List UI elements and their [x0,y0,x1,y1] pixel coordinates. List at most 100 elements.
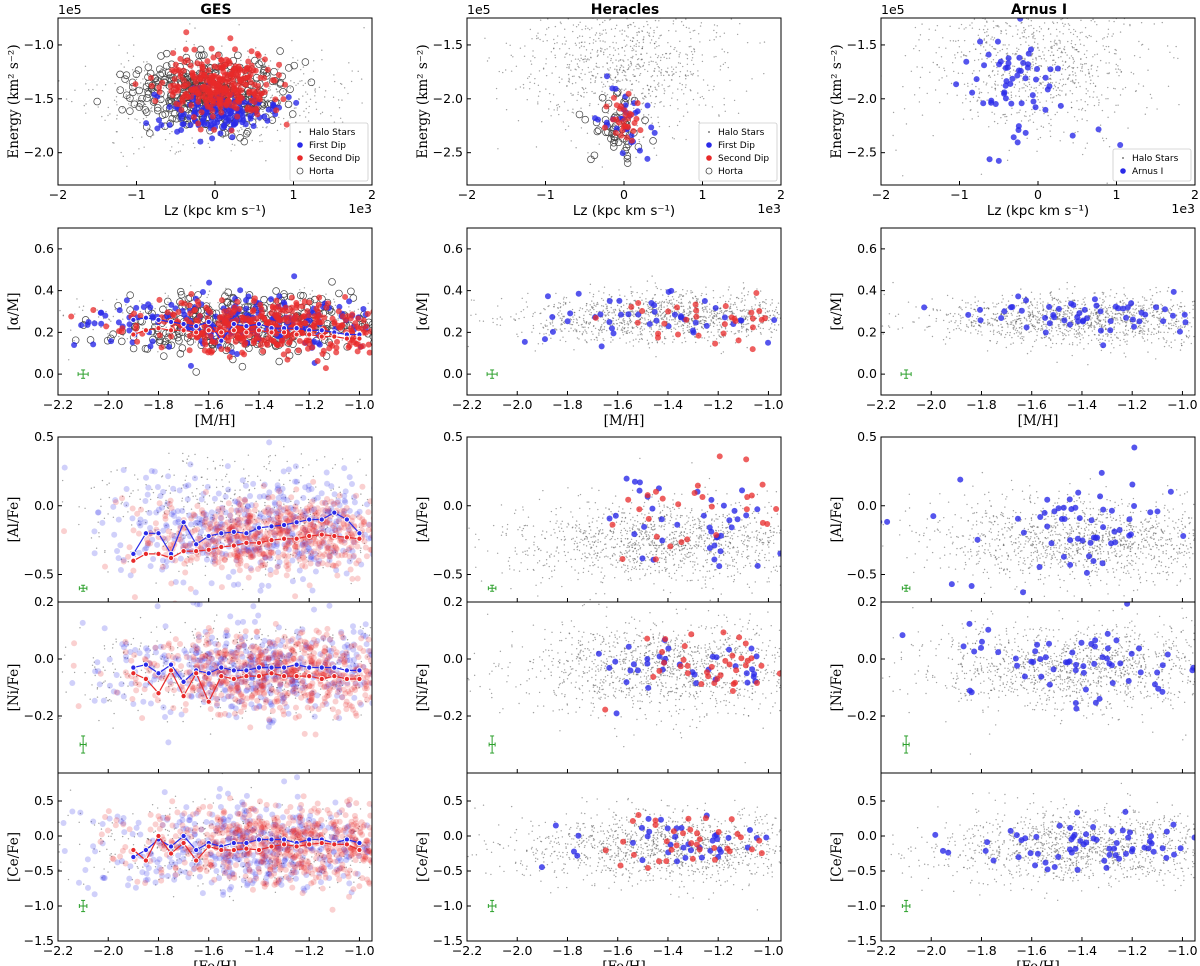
point-halo-0-12 [604,49,606,51]
point-halo-0-835 [568,79,571,81]
point-halo-0-363 [1073,28,1075,31]
point-halo-0-158 [209,302,211,304]
point-second-3-145 [364,310,371,317]
point-halo-0-272 [679,70,682,73]
point-halo-0-594 [590,71,592,73]
point-halo-0-82 [690,45,692,48]
point-halo-0-556 [231,143,234,146]
point-halo-0-300 [1050,93,1052,96]
point-halo-0-152 [999,1,1000,2]
legend-entry: Horta [309,167,334,177]
point-halo-0-114 [1048,78,1050,81]
point-halo-0-185 [632,74,634,76]
point-second-3-265 [198,71,205,78]
point-second-3-108 [172,61,179,68]
point-halo-0-782 [1139,56,1141,59]
point-halo-0-621 [1029,89,1031,91]
point-halo-0-20 [663,92,665,95]
point-second-3-177 [218,297,225,304]
point-halo-0-64 [686,57,689,60]
point-halo-0-625 [715,32,718,34]
point-halo-0-234 [1072,58,1075,60]
point-halo-0-708 [1111,2,1112,3]
point-horta-1-363 [288,110,297,118]
point-first-2-138 [156,117,163,124]
point-halo-0-423 [0,324,1,325]
point-halo-0-670 [654,102,656,105]
point-halo-0-37 [20,282,21,283]
point-second-3-42 [386,320,392,326]
x-axis-label: Lz (kpc km s⁻¹) [164,203,266,219]
point-halo-0-86 [276,129,279,132]
point-halo-0-284 [1064,23,1066,26]
point-halo-0-619 [926,2,927,3]
point-second-3-222 [365,341,372,348]
point-halo-0-711 [1080,19,1082,22]
point-first-1-51 [980,100,987,107]
point-first-2-52 [209,135,216,142]
point-halo-0-244 [162,87,165,89]
point-halo-0-310 [151,303,153,305]
point-halo-0-458 [240,126,242,129]
point-halo-0-401 [308,112,310,114]
point-second-3-212 [218,346,225,353]
point-halo-0-339 [606,48,608,50]
point-second-3-106 [285,347,292,354]
point-halo-0-513 [609,46,611,48]
point-halo-0-882 [1051,101,1054,103]
point-halo-0-678 [613,47,615,49]
point-second-3-49 [264,341,271,348]
point-horta-1-372 [307,78,316,87]
point-halo-0-875 [591,74,593,77]
point-second-3-270 [242,81,249,88]
point-halo-0-555 [169,149,172,152]
point-halo-0-35 [1054,42,1057,45]
point-horta-1-246 [164,297,172,306]
point-halo-0-497 [580,72,582,75]
point-halo-0-447 [1073,47,1075,49]
point-halo-0-163 [623,39,625,41]
point-second-3-119 [273,107,280,114]
point-horta-1-359 [198,51,206,60]
point-halo-0-802 [1063,131,1065,133]
point-halo-0-397 [955,14,956,15]
point-halo-0-120 [682,24,685,27]
point-halo-0-465 [1043,22,1046,24]
point-second-3-278 [173,100,180,107]
point-halo-0-775 [642,88,644,90]
point-halo-0-176 [116,118,118,120]
point-second-3-263 [182,82,189,89]
point-halo-0-733 [978,88,980,90]
point-halo-0-513 [1008,72,1011,75]
point-halo-0-6 [1028,25,1030,27]
point-halo-0-863 [1118,75,1120,77]
point-second-3-253 [397,323,403,329]
point-halo-0-24 [147,311,149,313]
point-first-1-50 [1014,72,1021,79]
point-halo-0-138 [269,86,271,88]
point-halo-0-556 [631,89,634,91]
point-second-3-294 [192,73,199,80]
point-halo-0-165 [142,327,144,330]
point-halo-0-390 [1059,94,1061,97]
point-halo-0-641 [1009,74,1011,77]
point-halo-0-642 [982,28,985,31]
point-halo-0-125 [643,62,646,64]
point-halo-0-647 [623,30,626,32]
point-halo-0-162 [279,123,282,125]
point-halo-0-372 [577,93,579,96]
point-halo-0-757 [588,28,591,31]
point-halo-0-180 [1018,111,1020,114]
point-halo-0-521 [1064,60,1067,63]
point-halo-0-497 [1021,21,1023,24]
point-halo-0-439 [618,60,620,62]
point-halo-0-256 [1035,87,1037,89]
point-second-3-234 [214,92,221,99]
point-halo-0-662 [1019,109,1021,111]
point-halo-0-396 [548,108,550,110]
point-halo-0-727 [668,53,671,55]
point-halo-0-290 [722,63,725,66]
point-halo-0-333 [576,1,577,2]
point-second-3-279 [201,83,208,90]
point-halo-0-200 [347,92,349,95]
